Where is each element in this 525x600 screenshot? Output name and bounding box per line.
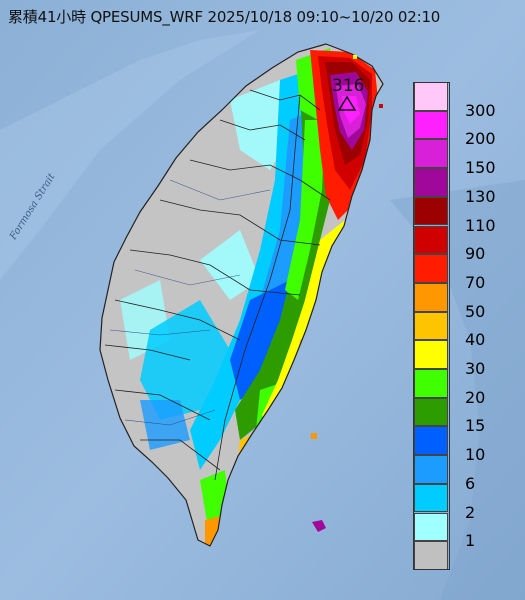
legend-swatch xyxy=(414,225,448,255)
legend-swatch xyxy=(414,426,448,456)
legend-swatch xyxy=(414,82,448,111)
legend-swatch xyxy=(414,282,448,312)
legend-label: 110 xyxy=(465,215,496,235)
legend-label: 15 xyxy=(465,416,486,436)
legend-swatch xyxy=(414,483,448,513)
turtle-island xyxy=(379,104,383,108)
legend-label: 30 xyxy=(465,359,486,378)
sea-trench xyxy=(390,180,525,600)
legend-swatch xyxy=(414,311,448,341)
legend-swatch xyxy=(414,168,448,197)
north-islet xyxy=(353,55,357,59)
sea-shelf xyxy=(0,30,260,280)
legend-label: 150 xyxy=(465,158,496,178)
green-island xyxy=(311,433,317,439)
legend-swatch xyxy=(414,455,448,484)
legend-label: 90 xyxy=(465,244,486,264)
orchid-island xyxy=(312,520,326,532)
peak-marker-icon xyxy=(337,95,357,111)
legend-label: 130 xyxy=(465,186,496,206)
rivers xyxy=(109,179,271,426)
legend-label: 300 xyxy=(465,100,496,120)
legend-label: 50 xyxy=(465,301,486,321)
legend-label: 6 xyxy=(465,473,476,493)
legend-swatch xyxy=(414,397,448,427)
map-title: 累積41小時 QPESUMS_WRF 2025/10/18 09:10~10/2… xyxy=(8,8,441,26)
legend-label: 40 xyxy=(465,330,486,350)
legend-swatch xyxy=(414,340,448,369)
peak-value-label: 316 xyxy=(332,76,365,96)
legend-swatch xyxy=(414,110,448,140)
legend-label: 10 xyxy=(465,445,486,465)
legend-swatch xyxy=(414,196,448,226)
legend-label: 1 xyxy=(465,531,476,551)
legend-label: 200 xyxy=(465,129,496,149)
legend-label: 20 xyxy=(465,387,486,407)
legend-label: 2 xyxy=(465,502,476,522)
color-legend: 300 200 150 130 110 90 70 50 40 30 20 15 10 6 2 1 xyxy=(413,82,521,570)
county-boundaries xyxy=(99,43,384,547)
legend-swatch xyxy=(414,512,448,542)
legend-swatch xyxy=(414,254,448,283)
legend-swatch xyxy=(414,541,448,570)
legend-swatch xyxy=(414,139,448,169)
legend-swatch xyxy=(414,369,448,398)
legend-label: 70 xyxy=(465,272,486,292)
